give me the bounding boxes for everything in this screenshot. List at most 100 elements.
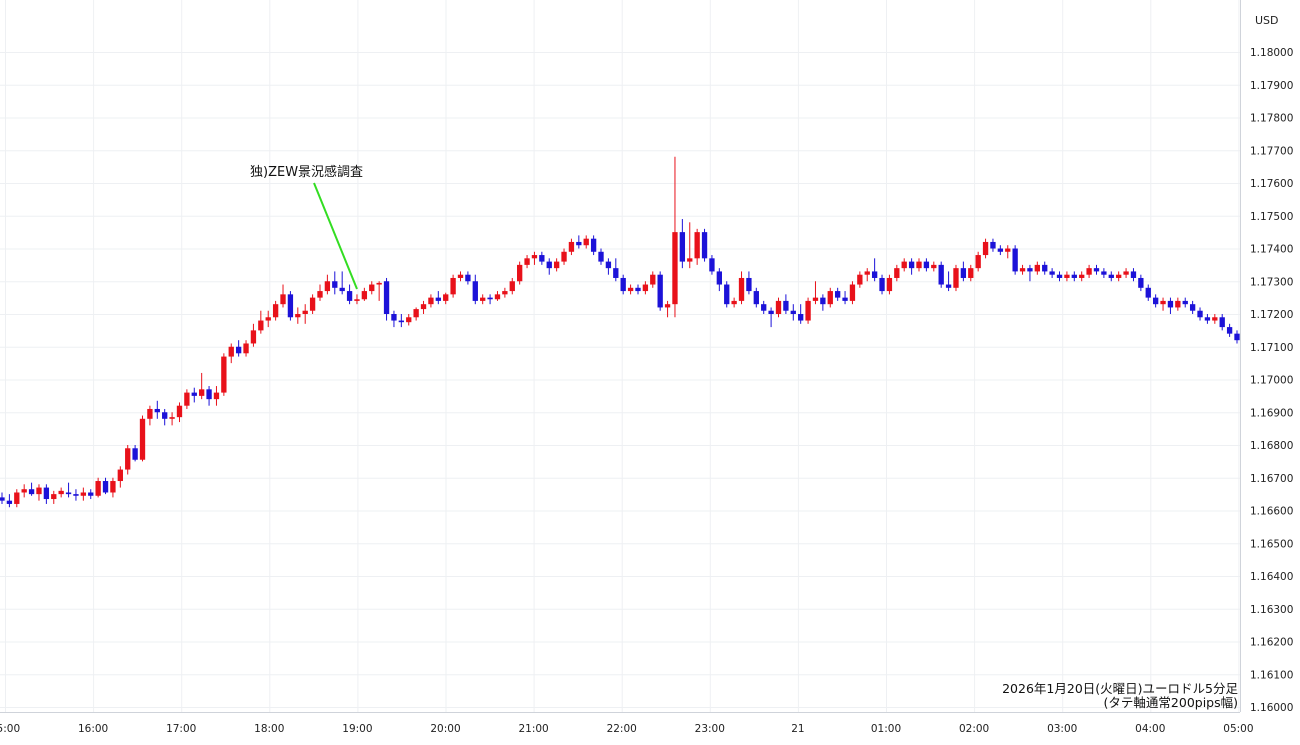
candle-up [901, 261, 907, 269]
candle-up [324, 281, 331, 292]
price-axis: 1.18000 1.17900 1.17800 1.17700 1.17600 1.175… [1250, 47, 1293, 714]
candle-up [672, 232, 678, 305]
price-tick-label: 1.16200 [1250, 637, 1293, 649]
candle-up [480, 297, 486, 301]
candle-up [354, 299, 360, 301]
candle-down [790, 310, 796, 314]
candle-down [1042, 264, 1048, 272]
candle-down [43, 487, 50, 500]
time-tick-label: 02:00 [959, 723, 989, 735]
price-tick-label: 1.17500 [1250, 211, 1293, 223]
candle-down [332, 281, 338, 288]
time-tick-label: 23:00 [695, 723, 725, 735]
candle-up [80, 492, 87, 496]
candle-down [783, 300, 789, 311]
candles [0, 156, 1240, 508]
candle-up [968, 268, 974, 278]
candle-down [383, 281, 390, 314]
candle-up [687, 258, 693, 262]
candle-down [701, 232, 708, 259]
time-tick-label: 05:00 [1223, 723, 1253, 735]
candle-up [568, 241, 575, 252]
candle-up [110, 481, 116, 493]
candle-up [805, 300, 811, 321]
candle-up [1175, 300, 1181, 308]
candle-down [206, 389, 212, 400]
candle-down [287, 294, 294, 318]
candle-down [1056, 274, 1063, 278]
candle-down [590, 238, 597, 252]
price-tick-label: 1.16000 [1250, 702, 1293, 714]
time-tick-label: 17:00 [166, 723, 196, 735]
candle-up [309, 297, 316, 311]
price-tick-label: 1.17000 [1250, 375, 1293, 387]
candle-down [102, 481, 109, 493]
candle-down [620, 277, 626, 292]
candle-up [265, 317, 271, 321]
candle-down [945, 284, 952, 288]
candle-down [6, 500, 13, 504]
candle-down [1130, 271, 1137, 278]
candle-down [997, 248, 1004, 252]
candle-down [1182, 300, 1188, 305]
currency-label: USD [1255, 14, 1279, 27]
candle-down [162, 412, 168, 419]
candle-up [117, 469, 123, 482]
candle-up [95, 481, 101, 496]
candle-up [642, 284, 649, 292]
price-tick-label: 1.16600 [1250, 506, 1293, 518]
candle-down [1197, 310, 1203, 318]
candle-up [176, 405, 183, 418]
candle-up [524, 258, 530, 265]
candle-up [406, 317, 412, 323]
candle-up [169, 417, 175, 419]
candle-up [376, 282, 382, 285]
candle-down [724, 284, 730, 305]
candle-up [953, 268, 959, 288]
candle-up [58, 490, 64, 495]
candle-up [650, 274, 656, 285]
candle-down [1101, 271, 1107, 275]
caption-line-2: (タテ軸通常200pips幅) [1104, 695, 1238, 710]
candle-up [731, 300, 737, 305]
candle-up [931, 264, 937, 269]
candle-up [272, 304, 279, 318]
candle-down [679, 232, 686, 262]
price-tick-label: 1.17200 [1250, 309, 1293, 321]
candle-up [849, 284, 856, 301]
time-tick-label: 15:00 [0, 723, 20, 735]
candle-down [960, 268, 967, 278]
candle-down [398, 320, 405, 323]
candle-down [613, 268, 619, 278]
candle-up [1005, 248, 1011, 252]
candle-up [561, 251, 567, 262]
candle-down [598, 251, 604, 262]
candle-up [1079, 274, 1085, 278]
time-tick-label: 20:00 [430, 723, 460, 735]
candle-up [553, 261, 560, 269]
candle-up [1123, 271, 1129, 275]
candle-up [428, 297, 434, 305]
candle-up [125, 448, 131, 470]
time-tick-label: 22:00 [607, 723, 637, 735]
candle-up [517, 264, 523, 282]
candle-up [221, 356, 227, 393]
price-tick-label: 1.16300 [1250, 604, 1293, 616]
candle-down [1234, 333, 1240, 341]
candle-up [199, 389, 205, 396]
price-tick-label: 1.17600 [1250, 178, 1293, 190]
candle-up [494, 294, 501, 300]
candle-up [243, 343, 249, 354]
price-tick-label: 1.18000 [1250, 47, 1293, 59]
candle-down [339, 287, 345, 292]
candle-down [1138, 277, 1144, 288]
candle-up [51, 494, 57, 500]
candle-up [213, 392, 220, 400]
candle-down [1152, 297, 1159, 305]
candle-down [842, 297, 848, 301]
candle-up [694, 232, 700, 259]
candle-up [280, 294, 286, 305]
candle-down [73, 494, 79, 496]
time-tick-label: 16:00 [78, 723, 108, 735]
candle-down [154, 408, 160, 413]
